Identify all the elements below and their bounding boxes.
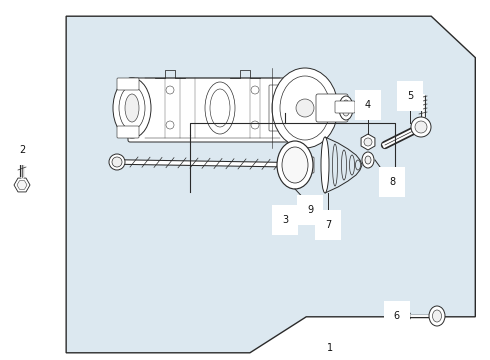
Text: 1: 1 xyxy=(327,343,333,353)
Ellipse shape xyxy=(109,154,125,170)
Ellipse shape xyxy=(342,100,350,116)
Ellipse shape xyxy=(415,121,427,133)
Ellipse shape xyxy=(411,117,431,137)
Ellipse shape xyxy=(321,137,329,193)
FancyBboxPatch shape xyxy=(302,157,314,173)
Circle shape xyxy=(251,121,259,129)
Ellipse shape xyxy=(282,147,308,183)
FancyBboxPatch shape xyxy=(117,126,139,138)
Text: 6: 6 xyxy=(394,311,400,321)
FancyBboxPatch shape xyxy=(117,78,139,90)
Ellipse shape xyxy=(205,82,235,134)
FancyBboxPatch shape xyxy=(269,85,309,131)
Ellipse shape xyxy=(362,152,374,168)
Text: 4: 4 xyxy=(365,100,371,110)
Text: 2: 2 xyxy=(19,145,25,155)
Ellipse shape xyxy=(296,99,314,117)
Text: 5: 5 xyxy=(407,91,413,101)
Text: 9: 9 xyxy=(307,205,313,215)
Text: 8: 8 xyxy=(389,177,395,187)
Circle shape xyxy=(364,138,372,146)
FancyBboxPatch shape xyxy=(316,94,348,122)
Circle shape xyxy=(166,86,174,94)
Text: 3: 3 xyxy=(282,215,288,225)
Text: 7: 7 xyxy=(325,220,331,230)
Polygon shape xyxy=(66,16,475,353)
Ellipse shape xyxy=(339,96,353,120)
Ellipse shape xyxy=(365,156,371,164)
Ellipse shape xyxy=(210,89,230,127)
Ellipse shape xyxy=(433,310,441,322)
Ellipse shape xyxy=(280,76,330,140)
FancyBboxPatch shape xyxy=(335,101,355,113)
Ellipse shape xyxy=(113,78,151,138)
FancyBboxPatch shape xyxy=(128,78,302,142)
Circle shape xyxy=(166,121,174,129)
Ellipse shape xyxy=(277,141,313,189)
Circle shape xyxy=(251,86,259,94)
Ellipse shape xyxy=(429,306,445,326)
Ellipse shape xyxy=(119,86,145,130)
Ellipse shape xyxy=(125,94,139,122)
Ellipse shape xyxy=(112,157,122,167)
Ellipse shape xyxy=(272,68,338,148)
